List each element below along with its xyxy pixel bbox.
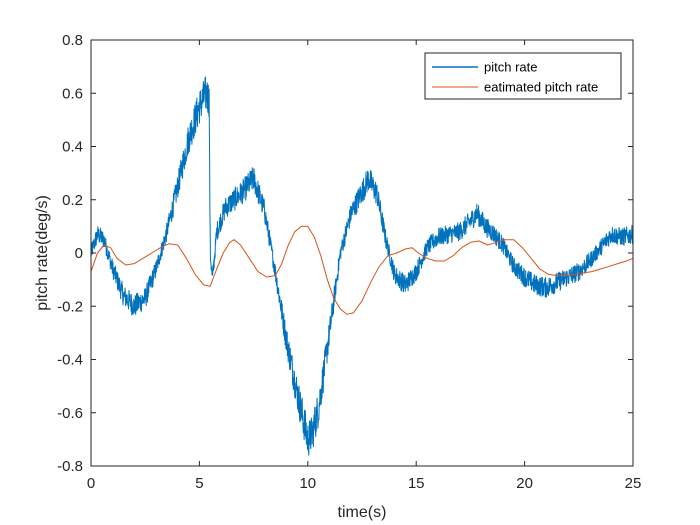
y-tick-label-3: -0.2	[57, 298, 83, 315]
series-line-1	[90, 225, 634, 315]
x-tick-label-1: 5	[195, 475, 203, 492]
x-tick-label-5: 25	[625, 475, 642, 492]
y-tick-label-6: 0.4	[62, 139, 83, 156]
y-tick-label-8: 0.8	[62, 32, 83, 49]
legend-box	[424, 52, 622, 100]
x-axis-label: time(s)	[338, 504, 387, 521]
series-layer	[90, 76, 634, 456]
x-tick-label-3: 15	[408, 475, 425, 492]
y-tick-label-2: -0.4	[57, 352, 83, 369]
y-tick-label-7: 0.6	[62, 85, 83, 102]
tick-layer: 0 5 10 15 20 25 -0.8 -0.6 -0.4 -0.2 0 0.2 0.4 0.6 0.8	[57, 32, 641, 492]
y-tick-label-1: -0.6	[57, 405, 83, 422]
y-tick-label-0: -0.8	[57, 458, 83, 475]
legend-label-pitch-rate: pitch rate	[484, 60, 537, 75]
y-tick-label-4: 0	[75, 245, 83, 262]
x-tick-label-4: 20	[516, 475, 533, 492]
y-axis-label: pitch rate(deg/s)	[34, 195, 51, 311]
x-tick-label-0: 0	[87, 475, 95, 492]
series-line-0	[90, 76, 634, 456]
legend-label-estimated-pitch-rate: eatimated pitch rate	[484, 80, 598, 95]
y-tick-label-5: 0.2	[62, 192, 83, 209]
legend: pitch rate eatimated pitch rate	[424, 52, 622, 100]
x-tick-label-2: 10	[299, 475, 316, 492]
